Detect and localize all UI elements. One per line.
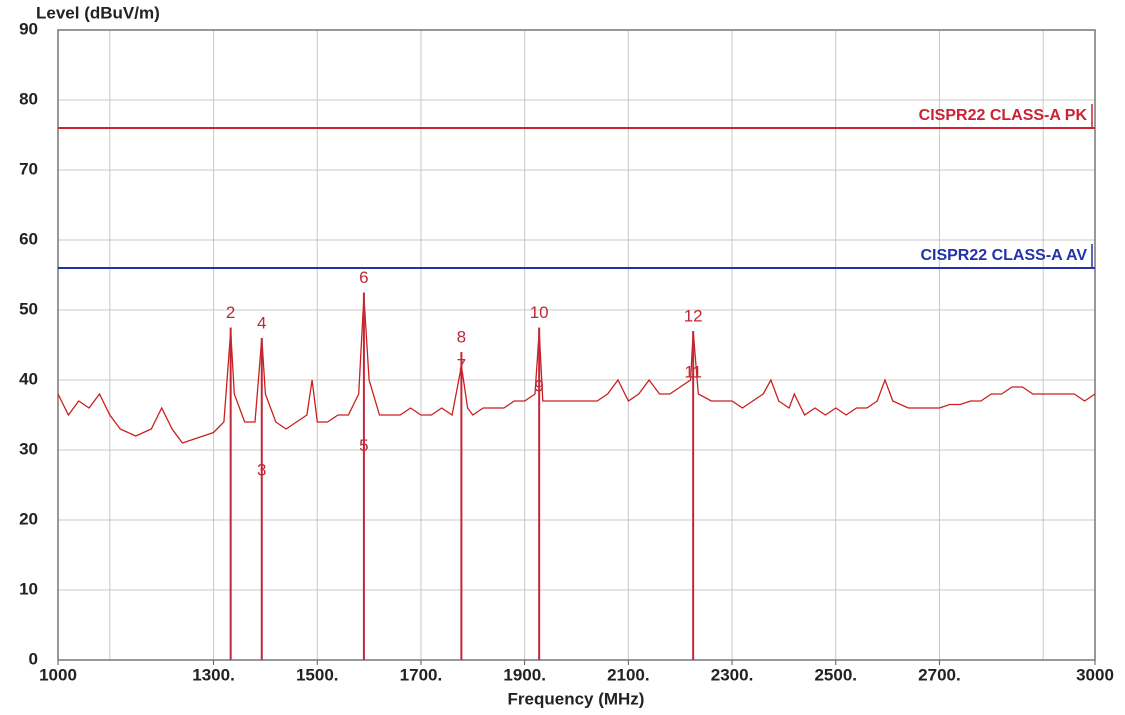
limit-label: CISPR22 CLASS-A AV (920, 247, 1087, 264)
y-tick-label: 80 (19, 89, 38, 108)
y-tick-label: 10 (19, 579, 38, 598)
y-tick-label: 60 (19, 229, 38, 248)
y-tick-label: 90 (19, 19, 38, 38)
x-tick-label: 1900. (503, 665, 546, 684)
marker-label: 2 (226, 303, 235, 322)
y-tick-label: 40 (19, 369, 38, 388)
plot-frame (57, 29, 1096, 661)
marker-label: 10 (530, 303, 549, 322)
y-tick-label: 70 (19, 159, 38, 178)
x-tick-label: 2100. (607, 665, 650, 684)
marker-label: 8 (457, 327, 466, 346)
y-tick-label: 20 (19, 509, 38, 528)
x-tick-label: 2500. (814, 665, 857, 684)
marker-label: 12 (684, 306, 703, 325)
marker-label: 6 (359, 268, 368, 287)
marker-label: 4 (257, 313, 266, 332)
x-tick-label: 1700. (400, 665, 443, 684)
x-tick-label: 3000 (1076, 665, 1114, 684)
y-axis-title: Level (dBuV/m) (36, 3, 160, 22)
y-tick-label: 0 (29, 649, 38, 668)
x-tick-label: 1300. (192, 665, 235, 684)
y-tick-label: 50 (19, 299, 38, 318)
x-tick-label: 2300. (711, 665, 754, 684)
trace (57, 295, 1096, 444)
x-tick-label: 1500. (296, 665, 339, 684)
y-tick-label: 30 (19, 439, 38, 458)
limit-label: CISPR22 CLASS-A PK (919, 107, 1088, 124)
x-tick-label: 1000 (39, 665, 77, 684)
x-tick-label: 2700. (918, 665, 961, 684)
x-axis-title: Frequency (MHz) (508, 689, 645, 708)
